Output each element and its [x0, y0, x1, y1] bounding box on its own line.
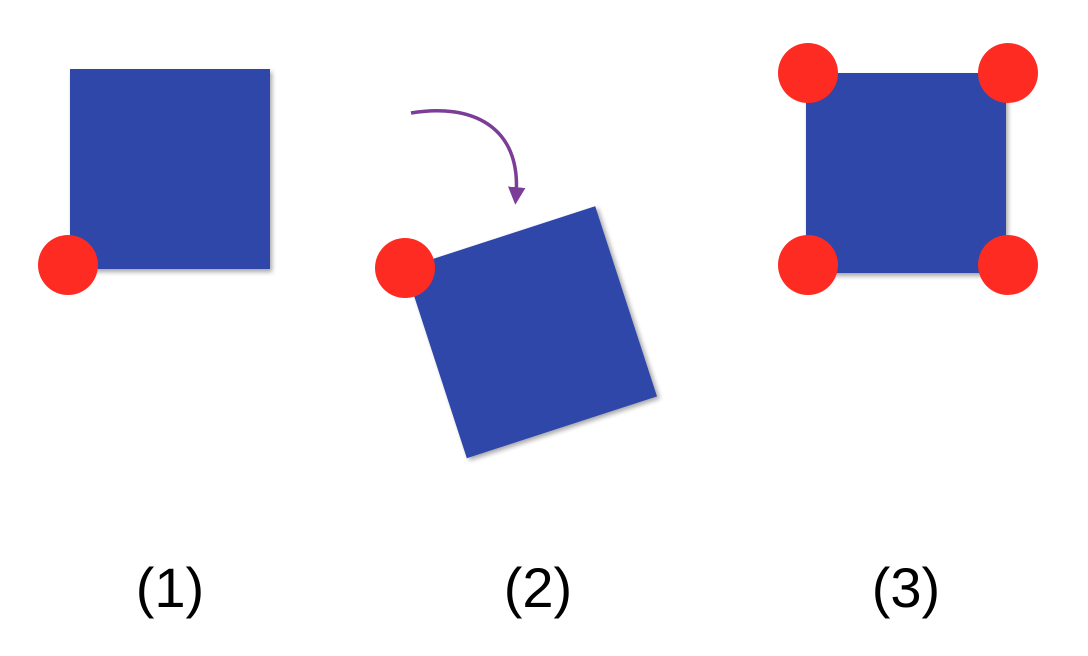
panel-label-2: (2) [504, 556, 572, 619]
red-pin-1 [38, 235, 98, 295]
blue-square-2 [405, 206, 658, 459]
panel-label-3: (3) [872, 556, 940, 619]
red-pin-3-top-left [778, 43, 838, 103]
blue-square-3 [806, 73, 1006, 273]
panel-1 [38, 69, 270, 295]
rotation-arrow [410, 108, 526, 205]
panel-3 [778, 43, 1038, 295]
red-pin-2 [375, 238, 435, 298]
blue-square-1 [70, 69, 270, 269]
panel-2 [375, 108, 658, 459]
panel-label-1: (1) [136, 556, 204, 619]
red-pin-3-bottom-left [778, 235, 838, 295]
red-pin-3-bottom-right [978, 235, 1038, 295]
red-pin-3-top-right [978, 43, 1038, 103]
